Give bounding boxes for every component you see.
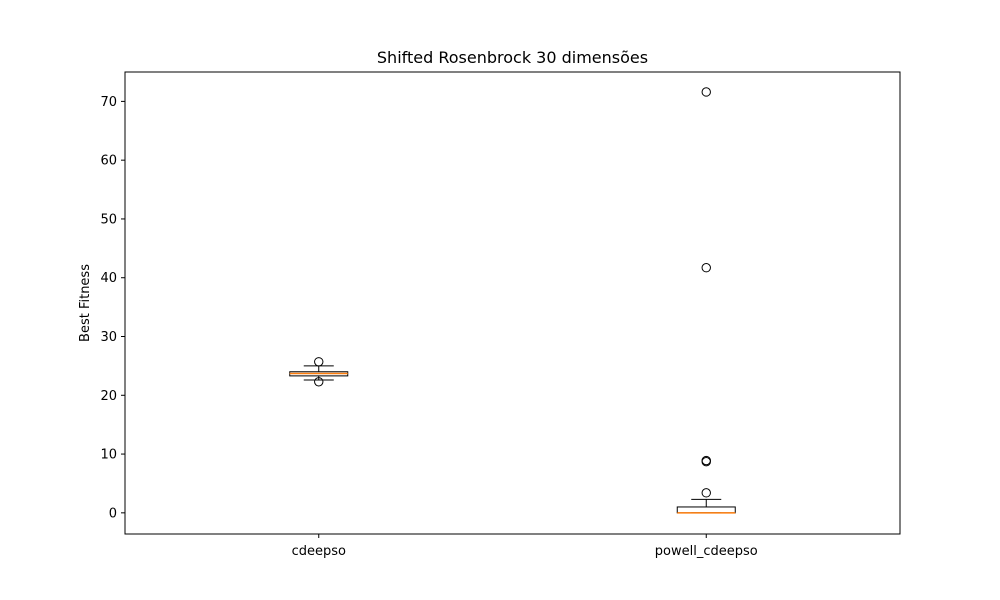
box-group xyxy=(676,87,736,514)
y-tick-label: 10 xyxy=(100,448,117,463)
outlier-point xyxy=(314,377,324,387)
outlier-point xyxy=(701,457,711,467)
iqr-box xyxy=(676,506,736,514)
y-tick-label: 20 xyxy=(100,389,117,404)
y-tick-label: 60 xyxy=(100,154,117,169)
plot-area: 0 10 20 30 40 50 60 70 cdeepso powell_cdeepso xyxy=(100,87,758,559)
plot-frame xyxy=(124,71,901,535)
outlier-point xyxy=(701,263,711,273)
box-group xyxy=(289,357,349,387)
x-tick-label: powell_cdeepso xyxy=(655,544,758,559)
y-tick-label: 40 xyxy=(100,271,117,286)
chart-title: Shifted Rosenbrock 30 dimensões xyxy=(377,48,648,67)
y-axis-label: Best Fitness xyxy=(78,264,93,342)
y-tick-label: 0 xyxy=(109,506,117,521)
y-tick-label: 50 xyxy=(100,212,117,227)
outlier-point xyxy=(701,488,711,498)
outlier-point xyxy=(701,87,711,97)
y-tick-label: 30 xyxy=(100,330,117,345)
x-tick-label: cdeepso xyxy=(292,544,346,559)
outlier-point xyxy=(314,357,324,367)
y-tick-label: 70 xyxy=(100,95,117,110)
